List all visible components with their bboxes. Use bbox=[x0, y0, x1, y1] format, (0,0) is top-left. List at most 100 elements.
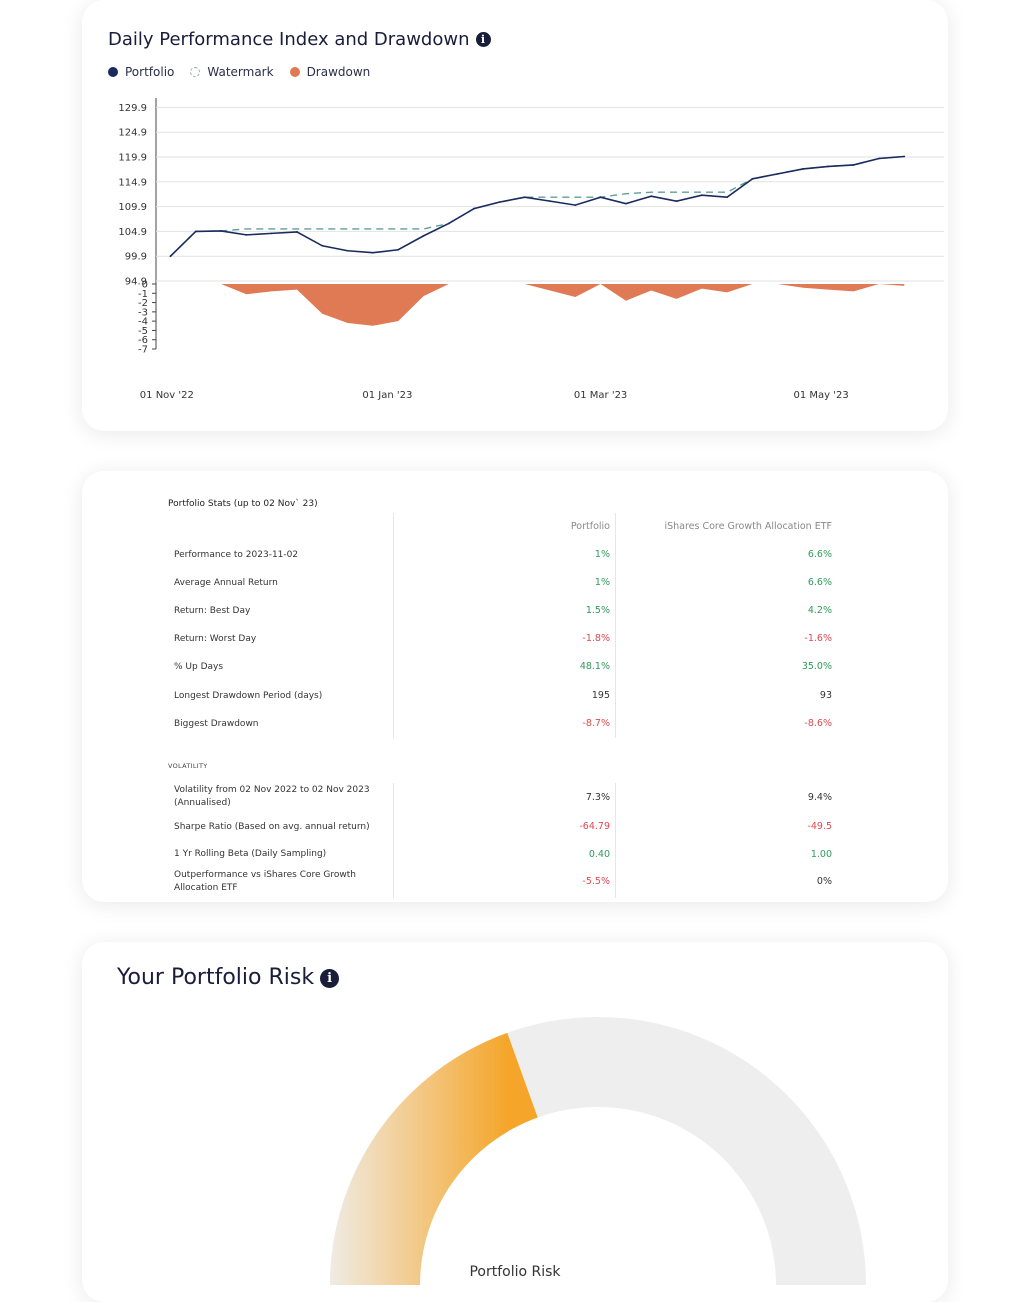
stat-label: Return: Best Day bbox=[174, 606, 251, 617]
volatility-heading: VOLATILITY bbox=[168, 762, 208, 770]
legend-watermark-label: Watermark bbox=[207, 65, 274, 79]
stat-label: Return: Worst Day bbox=[174, 634, 257, 645]
drawdown-tick-label: -2 bbox=[138, 298, 148, 309]
portfolio-point bbox=[220, 230, 222, 232]
stat-label: % Up Days bbox=[174, 662, 224, 673]
stat-value-benchmark: 6.6% bbox=[807, 549, 832, 560]
stat-value-portfolio: -1.8% bbox=[582, 633, 610, 645]
drawdown-tick-label: 0 bbox=[142, 280, 148, 291]
portfolio-point bbox=[776, 172, 779, 175]
portfolio-point bbox=[726, 196, 729, 199]
divider bbox=[393, 783, 394, 898]
portfolio-point bbox=[802, 168, 804, 170]
risk-fill bbox=[330, 1032, 538, 1285]
stat-value-benchmark: -49.5 bbox=[807, 821, 832, 832]
index-tick-label: 94.9 bbox=[125, 277, 147, 288]
stat-label: 1 Yr Rolling Beta (Daily Sampling) bbox=[174, 849, 327, 859]
legend-watermark[interactable]: Watermark bbox=[190, 65, 274, 79]
index-tick-label: 109.9 bbox=[118, 202, 147, 213]
drawdown-tick-label: -4 bbox=[138, 317, 148, 328]
stat-value-portfolio: 1% bbox=[594, 577, 610, 589]
stat-value-benchmark: 9.4% bbox=[807, 792, 832, 803]
index-tick-label: 114.9 bbox=[118, 177, 147, 188]
portfolio-point bbox=[751, 177, 754, 180]
stat-value-portfolio: 7.3% bbox=[585, 792, 610, 803]
portfolio-point bbox=[422, 234, 425, 237]
stat-value-benchmark: 4.2% bbox=[807, 605, 832, 617]
stat-label: Biggest Drawdown bbox=[174, 718, 259, 729]
portfolio-point bbox=[574, 204, 577, 207]
drawdown-tick-label: -6 bbox=[138, 335, 148, 346]
portfolio-point bbox=[270, 232, 273, 235]
portfolio-point bbox=[852, 164, 855, 166]
stat-value-portfolio: 195 bbox=[591, 689, 610, 701]
stat-value-benchmark: 0% bbox=[816, 876, 832, 887]
portfolio-point bbox=[346, 249, 349, 252]
index-tick-label: 124.9 bbox=[118, 128, 147, 139]
col-header-benchmark: iShares Core Growth Allocation ETF bbox=[664, 521, 832, 532]
stat-value-benchmark: -1.6% bbox=[804, 633, 832, 645]
portfolio-point bbox=[169, 255, 172, 258]
risk-card: Your Portfolio Risk i Portfolio Risk bbox=[82, 942, 948, 1302]
stat-label: Performance to 2023-11-02 bbox=[174, 550, 299, 560]
drawdown-tick-label: -3 bbox=[138, 307, 148, 318]
risk-gauge bbox=[330, 1017, 866, 1285]
stat-value-benchmark: 6.6% bbox=[807, 577, 832, 589]
x-tick-label: 01 Mar '23 bbox=[574, 390, 627, 401]
x-tick-label: 01 Nov '22 bbox=[140, 390, 194, 401]
performance-chart[interactable]: 129.9124.9119.9114.9109.9104.999.994.90-… bbox=[82, 0, 948, 431]
info-icon[interactable]: i bbox=[475, 32, 491, 47]
stat-value-portfolio: -64.79 bbox=[579, 821, 610, 832]
drawdown-tick-label: -5 bbox=[138, 326, 148, 337]
chart-legend: Portfolio Watermark Drawdown bbox=[108, 65, 370, 79]
stat-label: Volatility from 02 Nov 2022 to 02 Nov 20… bbox=[174, 785, 370, 808]
stat-value-benchmark: 93 bbox=[819, 689, 832, 701]
portfolio-point bbox=[473, 207, 475, 210]
stat-label: Outperformance vs iShares Core Growth Al… bbox=[174, 870, 356, 893]
index-tick-label: 104.9 bbox=[118, 227, 147, 238]
x-tick-label: 01 May '23 bbox=[793, 390, 848, 401]
portfolio-point bbox=[498, 201, 501, 204]
legend-portfolio[interactable]: Portfolio bbox=[108, 65, 174, 79]
performance-card: Daily Performance Index and Drawdown i Po… bbox=[82, 0, 948, 431]
stat-value-portfolio: 1.5% bbox=[585, 605, 610, 617]
stats-card: Portfolio Stats (up to 02 Nov` 23) Portf… bbox=[82, 471, 948, 902]
stat-label: Longest Drawdown Period (days) bbox=[174, 690, 323, 701]
portfolio-point bbox=[599, 196, 602, 199]
risk-title: Your Portfolio Risk bbox=[117, 965, 315, 990]
stat-value-portfolio: -8.7% bbox=[582, 717, 610, 729]
risk-center-label: Portfolio Risk bbox=[469, 1264, 561, 1280]
watermark-line bbox=[169, 155, 905, 257]
watermark-legend-marker bbox=[190, 67, 201, 77]
x-tick-label: 01 Jan '23 bbox=[362, 390, 412, 401]
info-icon[interactable]: i bbox=[320, 969, 340, 988]
stat-value-benchmark: 35.0% bbox=[801, 661, 832, 673]
portfolio-point bbox=[296, 230, 298, 233]
legend-portfolio-label: Portfolio bbox=[125, 65, 175, 79]
portfolio-point bbox=[827, 165, 830, 168]
performance-title-wrap: Daily Performance Index and Drawdown i bbox=[108, 29, 491, 50]
stat-value-portfolio: 48.1% bbox=[579, 661, 610, 673]
portfolio-point bbox=[878, 157, 880, 160]
portfolio-point bbox=[371, 251, 374, 254]
risk-title-wrap: Your Portfolio Risk i bbox=[117, 965, 340, 990]
portfolio-point bbox=[903, 155, 906, 158]
index-tick-label: 129.9 bbox=[118, 103, 147, 114]
divider bbox=[615, 783, 616, 898]
index-tick-label: 119.9 bbox=[118, 153, 147, 164]
divider bbox=[393, 513, 394, 738]
drawdown-tick-label: -7 bbox=[138, 345, 148, 356]
drawdown-tick-label: -1 bbox=[138, 289, 148, 300]
performance-title: Daily Performance Index and Drawdown bbox=[108, 29, 470, 50]
portfolio-line bbox=[169, 155, 905, 257]
drawdown-area bbox=[170, 284, 905, 326]
portfolio-point bbox=[675, 200, 678, 203]
portfolio-point bbox=[625, 202, 627, 205]
stat-value-portfolio: 1% bbox=[594, 549, 610, 560]
legend-drawdown[interactable]: Drawdown bbox=[289, 65, 370, 79]
stat-value-portfolio: 0.40 bbox=[588, 849, 610, 860]
stats-title: Portfolio Stats (up to 02 Nov` 23) bbox=[168, 499, 318, 509]
portfolio-point bbox=[397, 248, 400, 251]
portfolio-point bbox=[549, 200, 551, 203]
stat-value-portfolio: -5.5% bbox=[582, 876, 610, 887]
